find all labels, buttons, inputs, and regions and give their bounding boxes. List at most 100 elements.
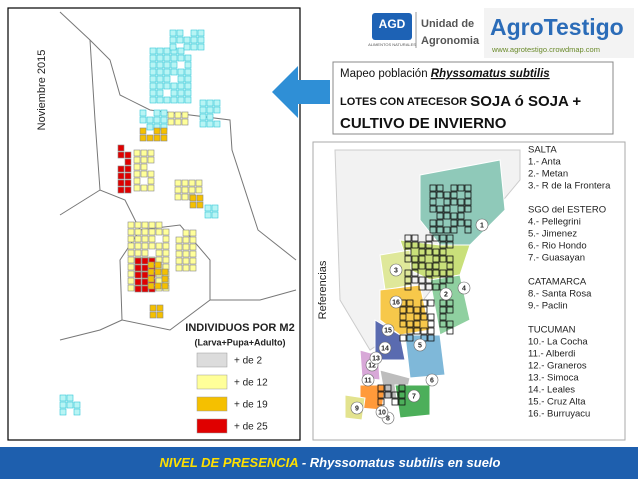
map-cell <box>160 127 168 135</box>
map-cell <box>156 68 164 76</box>
arrow <box>272 66 330 118</box>
map-cell <box>156 54 164 62</box>
map-cell <box>124 158 132 166</box>
map-cell <box>147 261 155 269</box>
grid-cell <box>439 241 447 249</box>
map-cell <box>189 250 197 258</box>
map-cell <box>127 242 135 250</box>
map-cell <box>156 311 164 319</box>
map-cell <box>184 82 192 90</box>
map-cell <box>188 179 196 187</box>
map-cell <box>163 68 171 76</box>
map-cell <box>181 179 189 187</box>
map-cell <box>141 285 149 293</box>
map-cell <box>189 229 197 237</box>
map-cell <box>177 47 185 55</box>
grid-cell <box>432 234 440 242</box>
title-box <box>332 61 614 135</box>
map-cell <box>161 275 169 283</box>
grid-cell <box>413 327 421 335</box>
map-cell <box>184 96 192 104</box>
map-cell <box>175 257 183 265</box>
map-cell <box>127 284 135 292</box>
legend-swatch <box>196 352 228 368</box>
grid-cell <box>406 320 414 328</box>
map-cell <box>127 235 135 243</box>
grid-cell <box>457 205 465 213</box>
map-cell <box>199 106 207 114</box>
map-cell <box>177 82 185 90</box>
map-cell <box>127 256 135 264</box>
grid-cell <box>443 212 451 220</box>
map-cell <box>196 194 204 202</box>
map-cell <box>175 236 183 244</box>
grid-cell <box>399 334 407 342</box>
reference-item: 11.- Alberdi <box>528 349 575 360</box>
grid-cell <box>418 241 426 249</box>
map-number: 11 <box>364 377 372 384</box>
grid-cell <box>418 255 426 263</box>
reference-item: 16.- Burruyacu <box>528 409 590 420</box>
map-cell <box>188 186 196 194</box>
map-cell <box>190 36 198 44</box>
grid-cell <box>406 334 414 342</box>
grid-cell <box>446 299 454 307</box>
map-number-badge <box>439 287 453 301</box>
grid-cell <box>429 219 437 227</box>
map-cell <box>117 172 125 180</box>
map-cell <box>146 123 154 131</box>
grid-cell <box>377 384 385 392</box>
map-number: 5 <box>418 342 422 349</box>
grid-cell <box>450 226 458 234</box>
map-number-badge <box>475 218 489 232</box>
map-cell <box>196 201 204 209</box>
map-cell <box>189 243 197 251</box>
map-cell <box>169 43 177 51</box>
map-cell <box>167 118 175 126</box>
map-number-badge <box>457 281 471 295</box>
grid-cell <box>432 255 440 263</box>
map-cell <box>177 54 185 62</box>
province: CATAMARCA <box>528 277 587 288</box>
map-cell <box>59 408 67 416</box>
map-cell <box>154 282 162 290</box>
reference-item: 8.- Santa Rosa <box>528 289 592 300</box>
map-number: 16 <box>392 299 400 306</box>
map-cell <box>149 75 157 83</box>
map-number-badge <box>407 389 421 403</box>
grid-cell <box>411 262 419 270</box>
map-cell <box>174 179 182 187</box>
grid-cell <box>427 334 435 342</box>
grid-cell <box>436 226 444 234</box>
agd-logo <box>372 13 412 40</box>
grid-cell <box>439 320 447 328</box>
map-number: 9 <box>355 405 359 412</box>
map-cell <box>184 75 192 83</box>
map-cell <box>59 394 67 402</box>
map-cell <box>189 201 197 209</box>
grid-cell <box>446 262 454 270</box>
province: SALTA <box>528 145 557 156</box>
grid-cell <box>429 226 437 234</box>
map-cell <box>153 134 161 142</box>
map-number-badge <box>389 263 403 277</box>
map-cell <box>160 109 168 117</box>
map-cell <box>124 151 132 159</box>
map-cell <box>183 43 191 51</box>
map-cell <box>141 257 149 265</box>
grid-cell <box>425 269 433 277</box>
grid-cell <box>418 283 426 291</box>
grid-cell <box>450 219 458 227</box>
map-cell <box>154 268 162 276</box>
grid-cell <box>432 262 440 270</box>
reference-item: 6.- Rio Hondo <box>528 241 587 252</box>
grid-cell <box>411 241 419 249</box>
map-cell <box>211 211 219 219</box>
map-cell <box>153 109 161 117</box>
map-number-badge <box>378 341 392 355</box>
map-cell <box>189 257 197 265</box>
map-cell <box>204 211 212 219</box>
map-number-badge <box>389 295 403 309</box>
map-cell <box>133 156 141 164</box>
map-cell <box>182 243 190 251</box>
